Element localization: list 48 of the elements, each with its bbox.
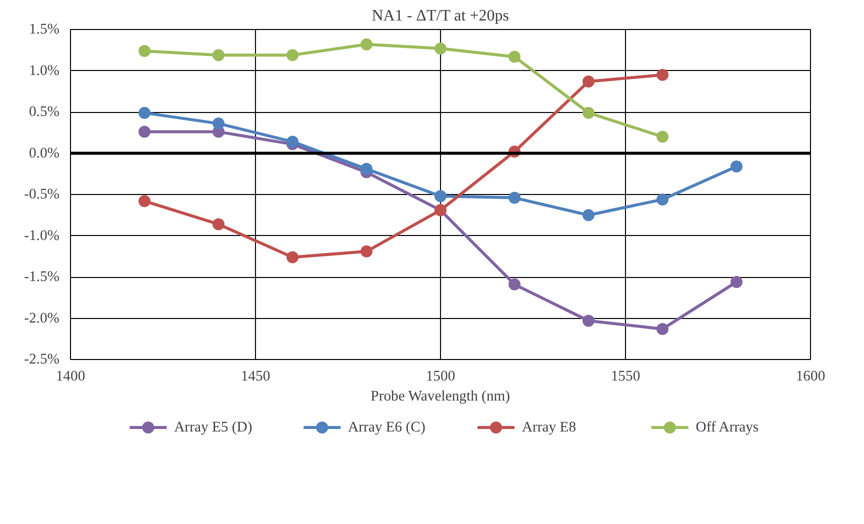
point bbox=[508, 278, 520, 290]
point bbox=[656, 193, 668, 206]
y-tick-label: -1.0% bbox=[24, 228, 60, 244]
point bbox=[656, 68, 668, 81]
point bbox=[286, 251, 298, 264]
y-tick-label: -0.5% bbox=[24, 186, 60, 202]
point bbox=[582, 75, 594, 88]
x-axis-title: Probe Wavelength (nm) bbox=[370, 388, 510, 404]
point bbox=[582, 209, 594, 222]
point bbox=[508, 50, 520, 63]
y-tick-label: 1.5% bbox=[28, 22, 60, 38]
x-tick-label: 1550 bbox=[610, 368, 640, 384]
point bbox=[212, 218, 224, 230]
point bbox=[138, 106, 150, 119]
y-tick-label: -1.5% bbox=[24, 269, 60, 285]
legend-label: Array E8 bbox=[522, 420, 576, 436]
x-tick-label: 1600 bbox=[796, 368, 826, 384]
y-tick-label: -2.5% bbox=[24, 352, 60, 368]
point bbox=[286, 49, 298, 62]
point bbox=[286, 136, 298, 148]
point bbox=[730, 276, 742, 288]
point bbox=[138, 44, 150, 57]
point bbox=[360, 245, 372, 258]
point bbox=[582, 106, 594, 119]
y-tick-label: 0.0% bbox=[28, 145, 60, 162]
legend-label: Array E5 (D) bbox=[174, 420, 252, 436]
point bbox=[656, 130, 668, 143]
x-tick-label: 1500 bbox=[426, 368, 456, 384]
point bbox=[360, 38, 372, 50]
chart-title: NA1 - ΔT/T at +20ps bbox=[372, 8, 509, 24]
point bbox=[138, 126, 150, 138]
y-tick-label: 1.0% bbox=[28, 62, 60, 79]
point bbox=[360, 162, 372, 175]
point bbox=[656, 322, 668, 335]
point bbox=[138, 195, 150, 208]
point bbox=[212, 118, 224, 130]
x-tick-label: 1400 bbox=[56, 368, 86, 384]
point bbox=[582, 314, 594, 327]
y-tick-label: -2.0% bbox=[24, 310, 60, 326]
point bbox=[434, 42, 446, 54]
x-tick-label: 1450 bbox=[240, 368, 270, 384]
point bbox=[730, 160, 742, 172]
legend-label: Array E6 (C) bbox=[348, 420, 426, 436]
point bbox=[212, 49, 224, 62]
point bbox=[434, 190, 446, 202]
point bbox=[508, 192, 520, 204]
legend-label: Off Arrays bbox=[696, 420, 759, 436]
y-tick-label: 0.5% bbox=[28, 104, 60, 120]
